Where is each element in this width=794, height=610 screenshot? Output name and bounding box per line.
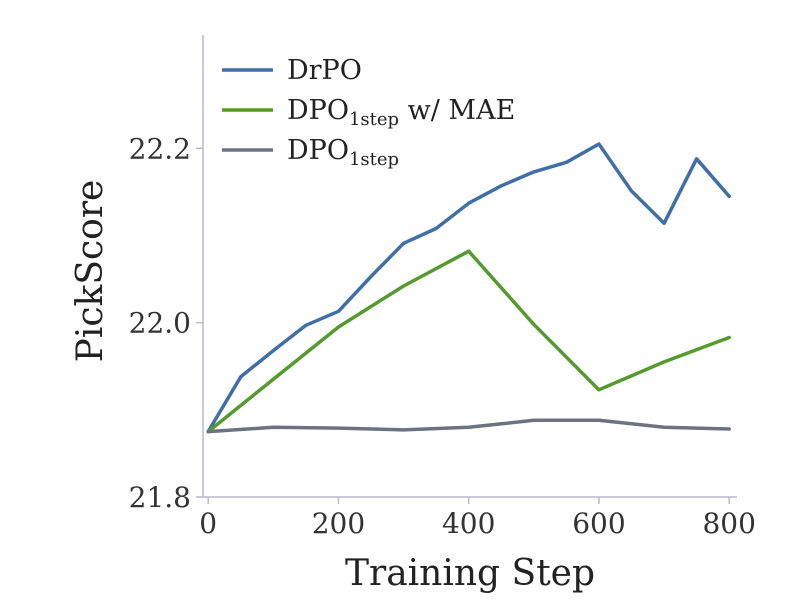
x-tick-label: 0	[199, 507, 217, 540]
y-tick-label: 22.0	[129, 307, 191, 340]
x-tick-label: 400	[442, 507, 495, 540]
y-tick-label: 22.2	[129, 132, 191, 165]
legend-entry: DPO1step	[287, 135, 399, 170]
series-layer	[206, 142, 731, 434]
legend-label-subscript: 1step	[349, 109, 399, 130]
legend-label-subscript: 1step	[349, 149, 399, 170]
x-tick-label: 200	[312, 507, 365, 540]
legend-entry: DPO1step w/ MAE	[287, 95, 515, 130]
y-axis-label: PickScore	[70, 180, 111, 363]
x-ticks: 0 200 400 600 800	[199, 497, 756, 540]
legend-label-main: DPO	[287, 135, 349, 166]
x-tick-label: 600	[572, 507, 625, 540]
y-ticks: 21.8 22.0 22.2	[129, 132, 203, 514]
legend-label-main: DrPO	[287, 55, 362, 86]
x-tick-label: 800	[702, 507, 755, 540]
legend-entry: DrPO	[287, 55, 362, 86]
legend-label-main: DPO	[287, 95, 349, 126]
legend-label-suffix: w/ MAE	[399, 95, 515, 126]
x-axis-label: Training Step	[345, 553, 595, 594]
series-line-2	[206, 418, 731, 434]
series-line-0	[206, 142, 731, 434]
axes	[202, 35, 737, 498]
y-tick-label: 21.8	[129, 481, 191, 514]
series-line-1	[206, 249, 731, 434]
